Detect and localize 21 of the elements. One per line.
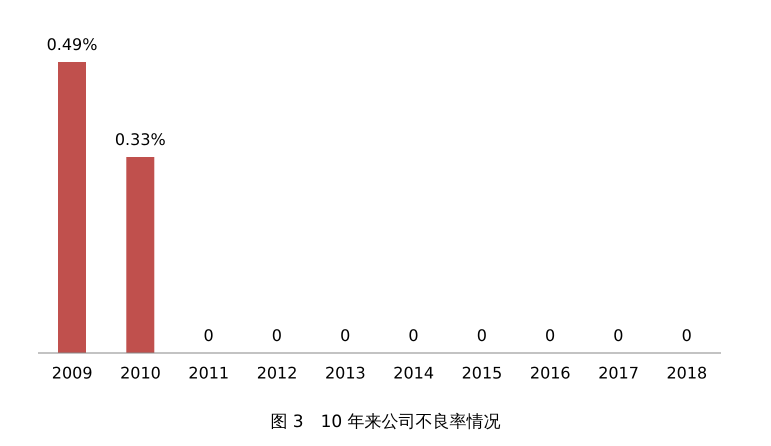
x-tick-label: 2009	[52, 363, 93, 382]
x-tick-label: 2015	[462, 363, 502, 382]
data-label: 0	[272, 326, 282, 345]
x-tick-label: 2016	[530, 363, 571, 382]
data-label: 0	[476, 326, 487, 345]
data-label: 0	[682, 326, 692, 345]
data-label: 0.49%	[46, 35, 98, 54]
x-tick-label: 2017	[598, 363, 639, 382]
text: 图 3 10 年来公司不良率情况	[269, 411, 502, 433]
x-tick-label: 2013	[324, 363, 366, 382]
data-label: 0	[340, 326, 350, 345]
x-tick-label: 2014	[393, 363, 434, 382]
data-label: 0	[408, 326, 419, 345]
x-tick-label: 2012	[256, 363, 298, 382]
x-tick-label: 2011	[188, 363, 230, 382]
data-label: 0.33%	[114, 130, 166, 150]
x-tick-label: 2010	[120, 363, 161, 382]
x-tick-label: 2018	[666, 363, 708, 382]
data-label: 0	[204, 326, 214, 345]
data-label: 0	[613, 326, 624, 345]
data-label: 0	[545, 326, 556, 345]
